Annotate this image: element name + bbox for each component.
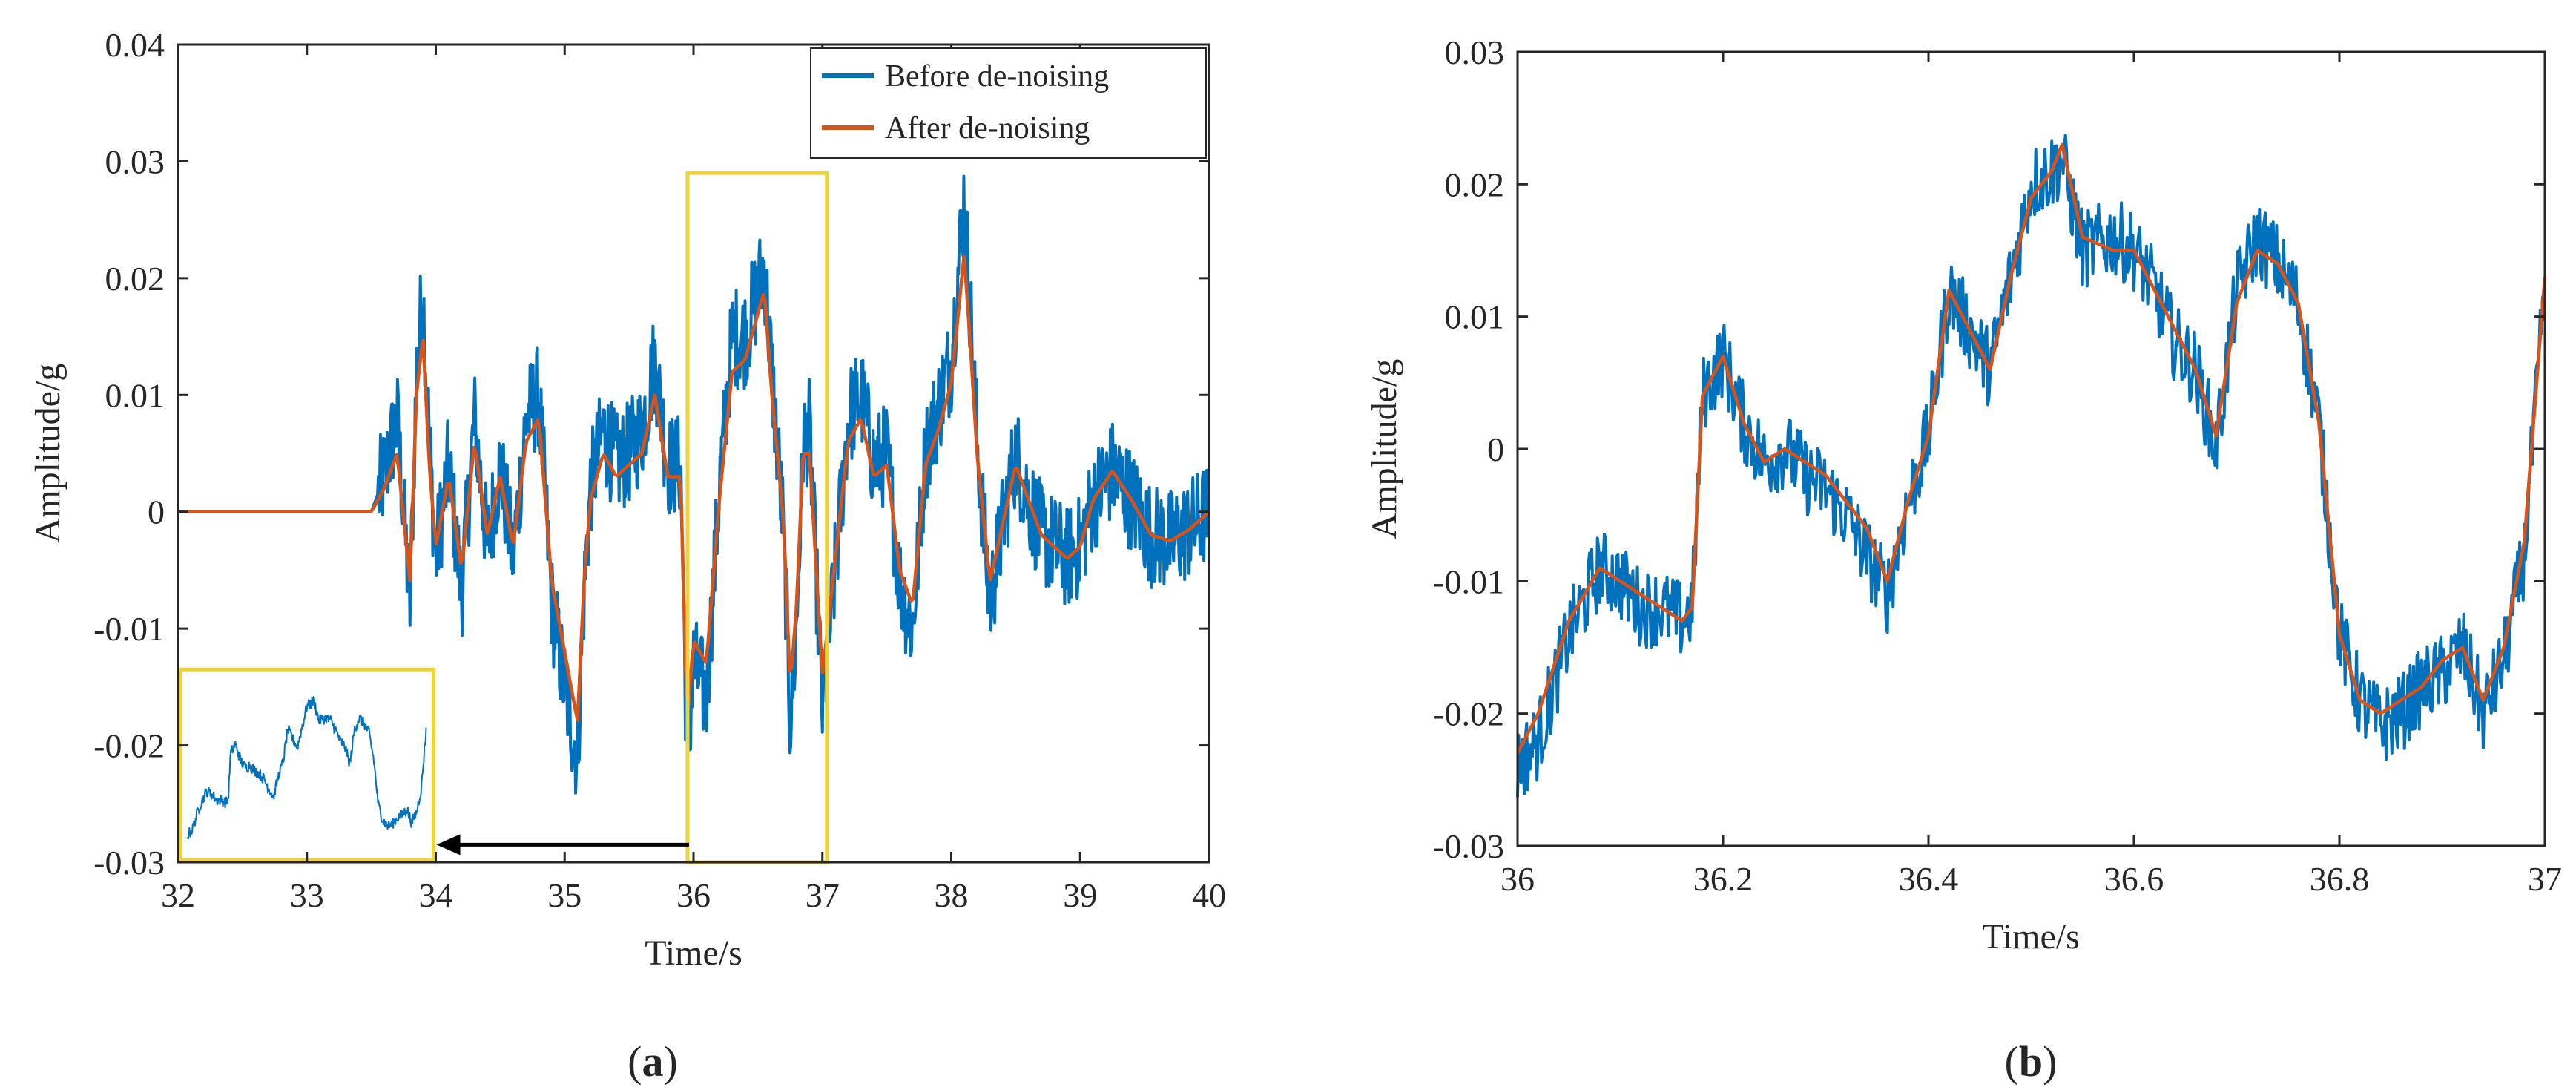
panel-b-x-label: Time/s [1982,917,2080,956]
x-tick-label: 37 [2528,860,2562,898]
x-tick-label: 36.2 [1693,860,1753,898]
caption-a: (a) [627,1037,678,1086]
x-tick-label: 34 [419,876,453,914]
caption-a-letter: a [642,1037,664,1086]
caption-a-close: ) [664,1037,678,1086]
caption-a-open: ( [627,1037,642,1086]
x-tick-label: 36.8 [2310,860,2370,898]
panel-a-x-ticks: 32 33 34 35 36 37 38 39 40 [161,45,1226,914]
panel-a: 32 33 34 35 36 37 38 39 40 -0.03 -0.02 -0.01 0 0.01 0… [28,26,1226,1086]
legend-box [810,47,1207,159]
y-tick-label: -0.03 [93,844,165,881]
panel-a-y-ticks: -0.03 -0.02 -0.01 0 0.01 0.02 0.03 0.04 [93,26,1209,881]
series-after-denoising [178,255,1210,722]
y-tick-label: 0.01 [105,376,165,414]
x-tick-label: 36 [676,876,711,914]
y-tick-label: 0.02 [105,260,165,298]
y-tick-label: 0 [1487,430,1504,468]
series-before-denoising [1516,134,2546,798]
panel-a-legend: Before de-noising After de-noising [810,47,1207,159]
panel-b-series [1516,134,2547,798]
panel-b-y-ticks: -0.03 -0.02 -0.01 0 0.01 0.02 0.03 [1433,33,2545,865]
y-tick-label: 0.03 [105,142,165,180]
caption-b-open: ( [2005,1037,2019,1086]
caption-b-close: ) [2043,1037,2057,1086]
y-tick-label: -0.01 [93,610,165,648]
x-tick-label: 36.4 [1899,860,1959,898]
panel-a-arrowhead [436,834,461,856]
x-tick-label: 36.6 [2104,860,2164,898]
x-tick-label: 39 [1063,876,1097,914]
x-tick-label: 40 [1192,876,1226,914]
legend-label-before: Before de-noising [885,59,1109,93]
y-tick-label: -0.01 [1433,562,1504,600]
caption-b: (b) [2005,1037,2058,1086]
panel-a-y-label: Amplitude/g [28,364,67,544]
x-tick-label: 37 [806,876,840,914]
legend-label-after: After de-noising [885,111,1090,145]
panel-a-x-label: Time/s [645,933,742,973]
caption-b-letter: b [2019,1037,2043,1086]
x-tick-label: 35 [547,876,582,914]
y-tick-label: -0.03 [1433,827,1504,865]
inset-trace [187,695,427,839]
series-after-denoising [1516,142,2547,755]
y-tick-label: -0.02 [1433,695,1504,733]
y-tick-label: -0.02 [93,727,165,765]
panel-b: 36 36.2 36.4 36.6 36.8 37 -0.03 -0.02 -0.01 0 0.0… [1365,33,2562,1086]
panel-a-inset-box [178,667,435,862]
panel-a-inset-series [187,695,427,839]
x-tick-label: 32 [161,876,195,914]
y-tick-label: 0.02 [1445,165,1505,203]
x-tick-label: 38 [935,876,969,914]
panel-b-x-ticks: 36 36.2 36.4 36.6 36.8 37 [1501,52,2562,898]
x-tick-label: 33 [290,876,324,914]
y-tick-label: 0.04 [105,26,165,64]
panel-a-series [177,174,1210,795]
x-tick-label: 36 [1501,860,1535,898]
y-tick-label: 0.03 [1445,33,1505,71]
y-tick-label: 0.01 [1445,298,1505,336]
panel-b-y-label: Amplitude/g [1365,359,1404,539]
y-tick-label: 0 [148,493,165,531]
